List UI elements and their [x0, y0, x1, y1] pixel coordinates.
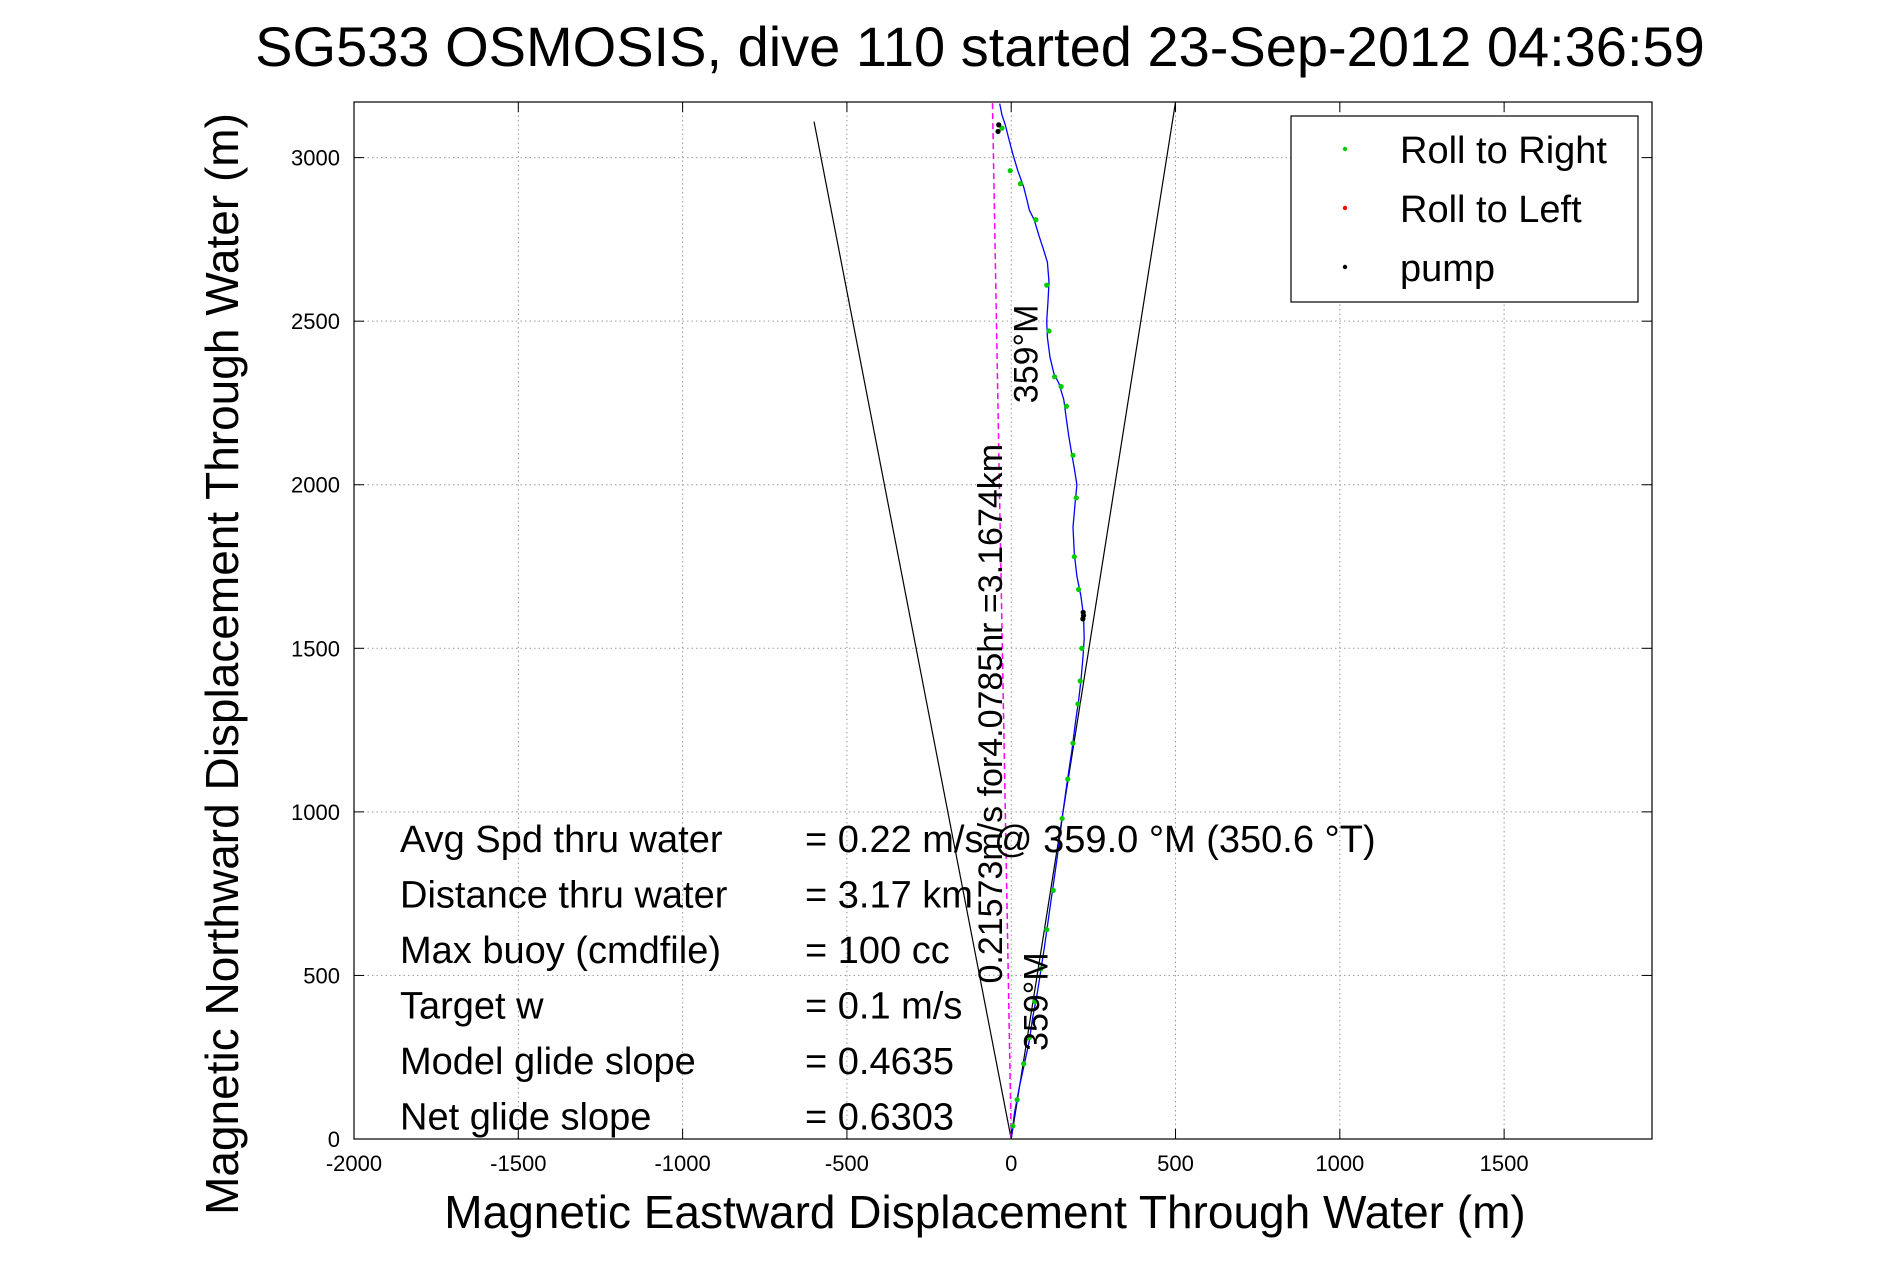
roll-right-point	[1033, 217, 1039, 223]
legend: Roll to Right Roll to Left pump	[1290, 115, 1639, 303]
y-axis-label: Magnetic Northward Displacement Through …	[196, 113, 248, 1215]
x-tick-label: -1000	[654, 1151, 710, 1176]
roll-right-point	[1026, 1034, 1032, 1041]
roll-right-point	[1044, 282, 1050, 288]
roll-right-point	[1079, 645, 1085, 651]
x-tick-label: -2000	[326, 1151, 382, 1176]
y-tick-label: 500	[303, 963, 340, 988]
data-lines	[813, 101, 1177, 1140]
roll-right-point	[1065, 776, 1071, 782]
roll-right-point	[1063, 403, 1070, 409]
roll-right-point	[1051, 374, 1058, 380]
x-tick-label: 1000	[1315, 1151, 1364, 1176]
stat-value: = 100 cc	[805, 930, 950, 972]
roll-right-point	[1059, 815, 1065, 822]
x-tick-label: -1500	[490, 1151, 546, 1176]
annotation-label: 359°M	[1008, 305, 1046, 404]
legend-marker	[1342, 146, 1348, 152]
roll-right-point	[1050, 887, 1056, 893]
stats-block: Avg Spd thru water = 0.22 m/s @ 359.0 °M …	[400, 819, 1376, 1139]
roll-right-point	[1032, 999, 1038, 1005]
envelope-line	[813, 121, 1012, 1140]
legend-label: Roll to Left	[1400, 189, 1582, 231]
y-tick-label: 1500	[291, 636, 340, 661]
x-tick-label: 500	[1157, 1151, 1194, 1176]
stat-value: = 3.17 km	[805, 875, 973, 917]
annotation-label: 0.21573m/s for4.0785hr =3.1674km	[972, 444, 1010, 984]
y-tick-label: 3000	[291, 146, 340, 171]
roll-right-point	[1077, 678, 1083, 684]
x-tick-label: 0	[1005, 1151, 1017, 1176]
roll-right-point	[1021, 1061, 1027, 1067]
roll-right-point	[1038, 966, 1044, 972]
x-tick-label: -500	[825, 1151, 869, 1176]
course-line	[991, 102, 1012, 1140]
y-axis-ticks: 0 500 1000 1500 2000 2500 3000	[291, 146, 1652, 1152]
chart-title: SG533 OSMOSIS, dive 110 started 23-Sep-2…	[255, 15, 1705, 78]
legend-marker	[1342, 264, 1348, 270]
stat-label: Net glide slope	[400, 1097, 651, 1139]
legend-label: Roll to Right	[1400, 130, 1607, 172]
roll-right-point	[1046, 328, 1052, 334]
data-markers	[995, 122, 1087, 1129]
x-axis-ticks: -2000 -1500 -1000 -500 0 500 1000 1500	[326, 102, 1529, 1176]
pump-point	[1080, 609, 1086, 615]
envelope-line	[1010, 101, 1177, 1140]
stat-label: Model glide slope	[400, 1041, 696, 1083]
legend-label: pump	[1400, 248, 1495, 290]
roll-right-point	[1058, 384, 1064, 390]
plot-frame	[353, 101, 1653, 1140]
roll-right-point	[1071, 554, 1077, 560]
stat-value: = 0.22 m/s @ 359.0 °M (350.6 °T)	[805, 819, 1376, 861]
roll-right-point	[1070, 452, 1076, 458]
stat-label: Max buoy (cmdfile)	[400, 930, 721, 972]
legend-box	[1290, 115, 1639, 303]
roll-right-point	[1075, 701, 1081, 707]
y-tick-label: 1000	[291, 800, 340, 825]
pump-point	[996, 122, 1002, 128]
roll-right-point	[1044, 927, 1050, 933]
track-line	[999, 103, 1085, 1140]
roll-right-point	[1007, 168, 1013, 174]
x-tick-label: 1500	[1480, 1151, 1529, 1176]
legend-items: Roll to Right Roll to Left pump	[1342, 130, 1607, 290]
roll-right-point	[1070, 740, 1076, 746]
annotation-label: 359°M	[1017, 952, 1055, 1051]
stat-label: Target w	[400, 986, 544, 1028]
pump-point	[995, 128, 1001, 135]
y-tick-label: 0	[328, 1127, 340, 1152]
roll-right-point	[1073, 495, 1079, 501]
stat-label: Distance thru water	[400, 875, 728, 917]
roll-right-point	[1017, 181, 1024, 187]
roll-right-point	[1075, 586, 1082, 593]
roll-right-point	[1014, 1097, 1020, 1103]
stat-value: = 0.6303	[805, 1097, 954, 1139]
y-tick-label: 2500	[291, 309, 340, 334]
annotations: 359°M0.21573m/s for4.0785hr =3.1674km359…	[972, 305, 1055, 1051]
x-axis-label: Magnetic Eastward Displacement Through W…	[444, 1186, 1525, 1238]
roll-right-point	[1010, 1123, 1016, 1129]
stat-label: Avg Spd thru water	[400, 819, 723, 861]
stat-value: = 0.4635	[805, 1041, 954, 1083]
stat-value: = 0.1 m/s	[805, 986, 962, 1028]
y-tick-label: 2000	[291, 473, 340, 498]
legend-marker	[1342, 205, 1348, 211]
roll-right-point	[999, 125, 1005, 131]
